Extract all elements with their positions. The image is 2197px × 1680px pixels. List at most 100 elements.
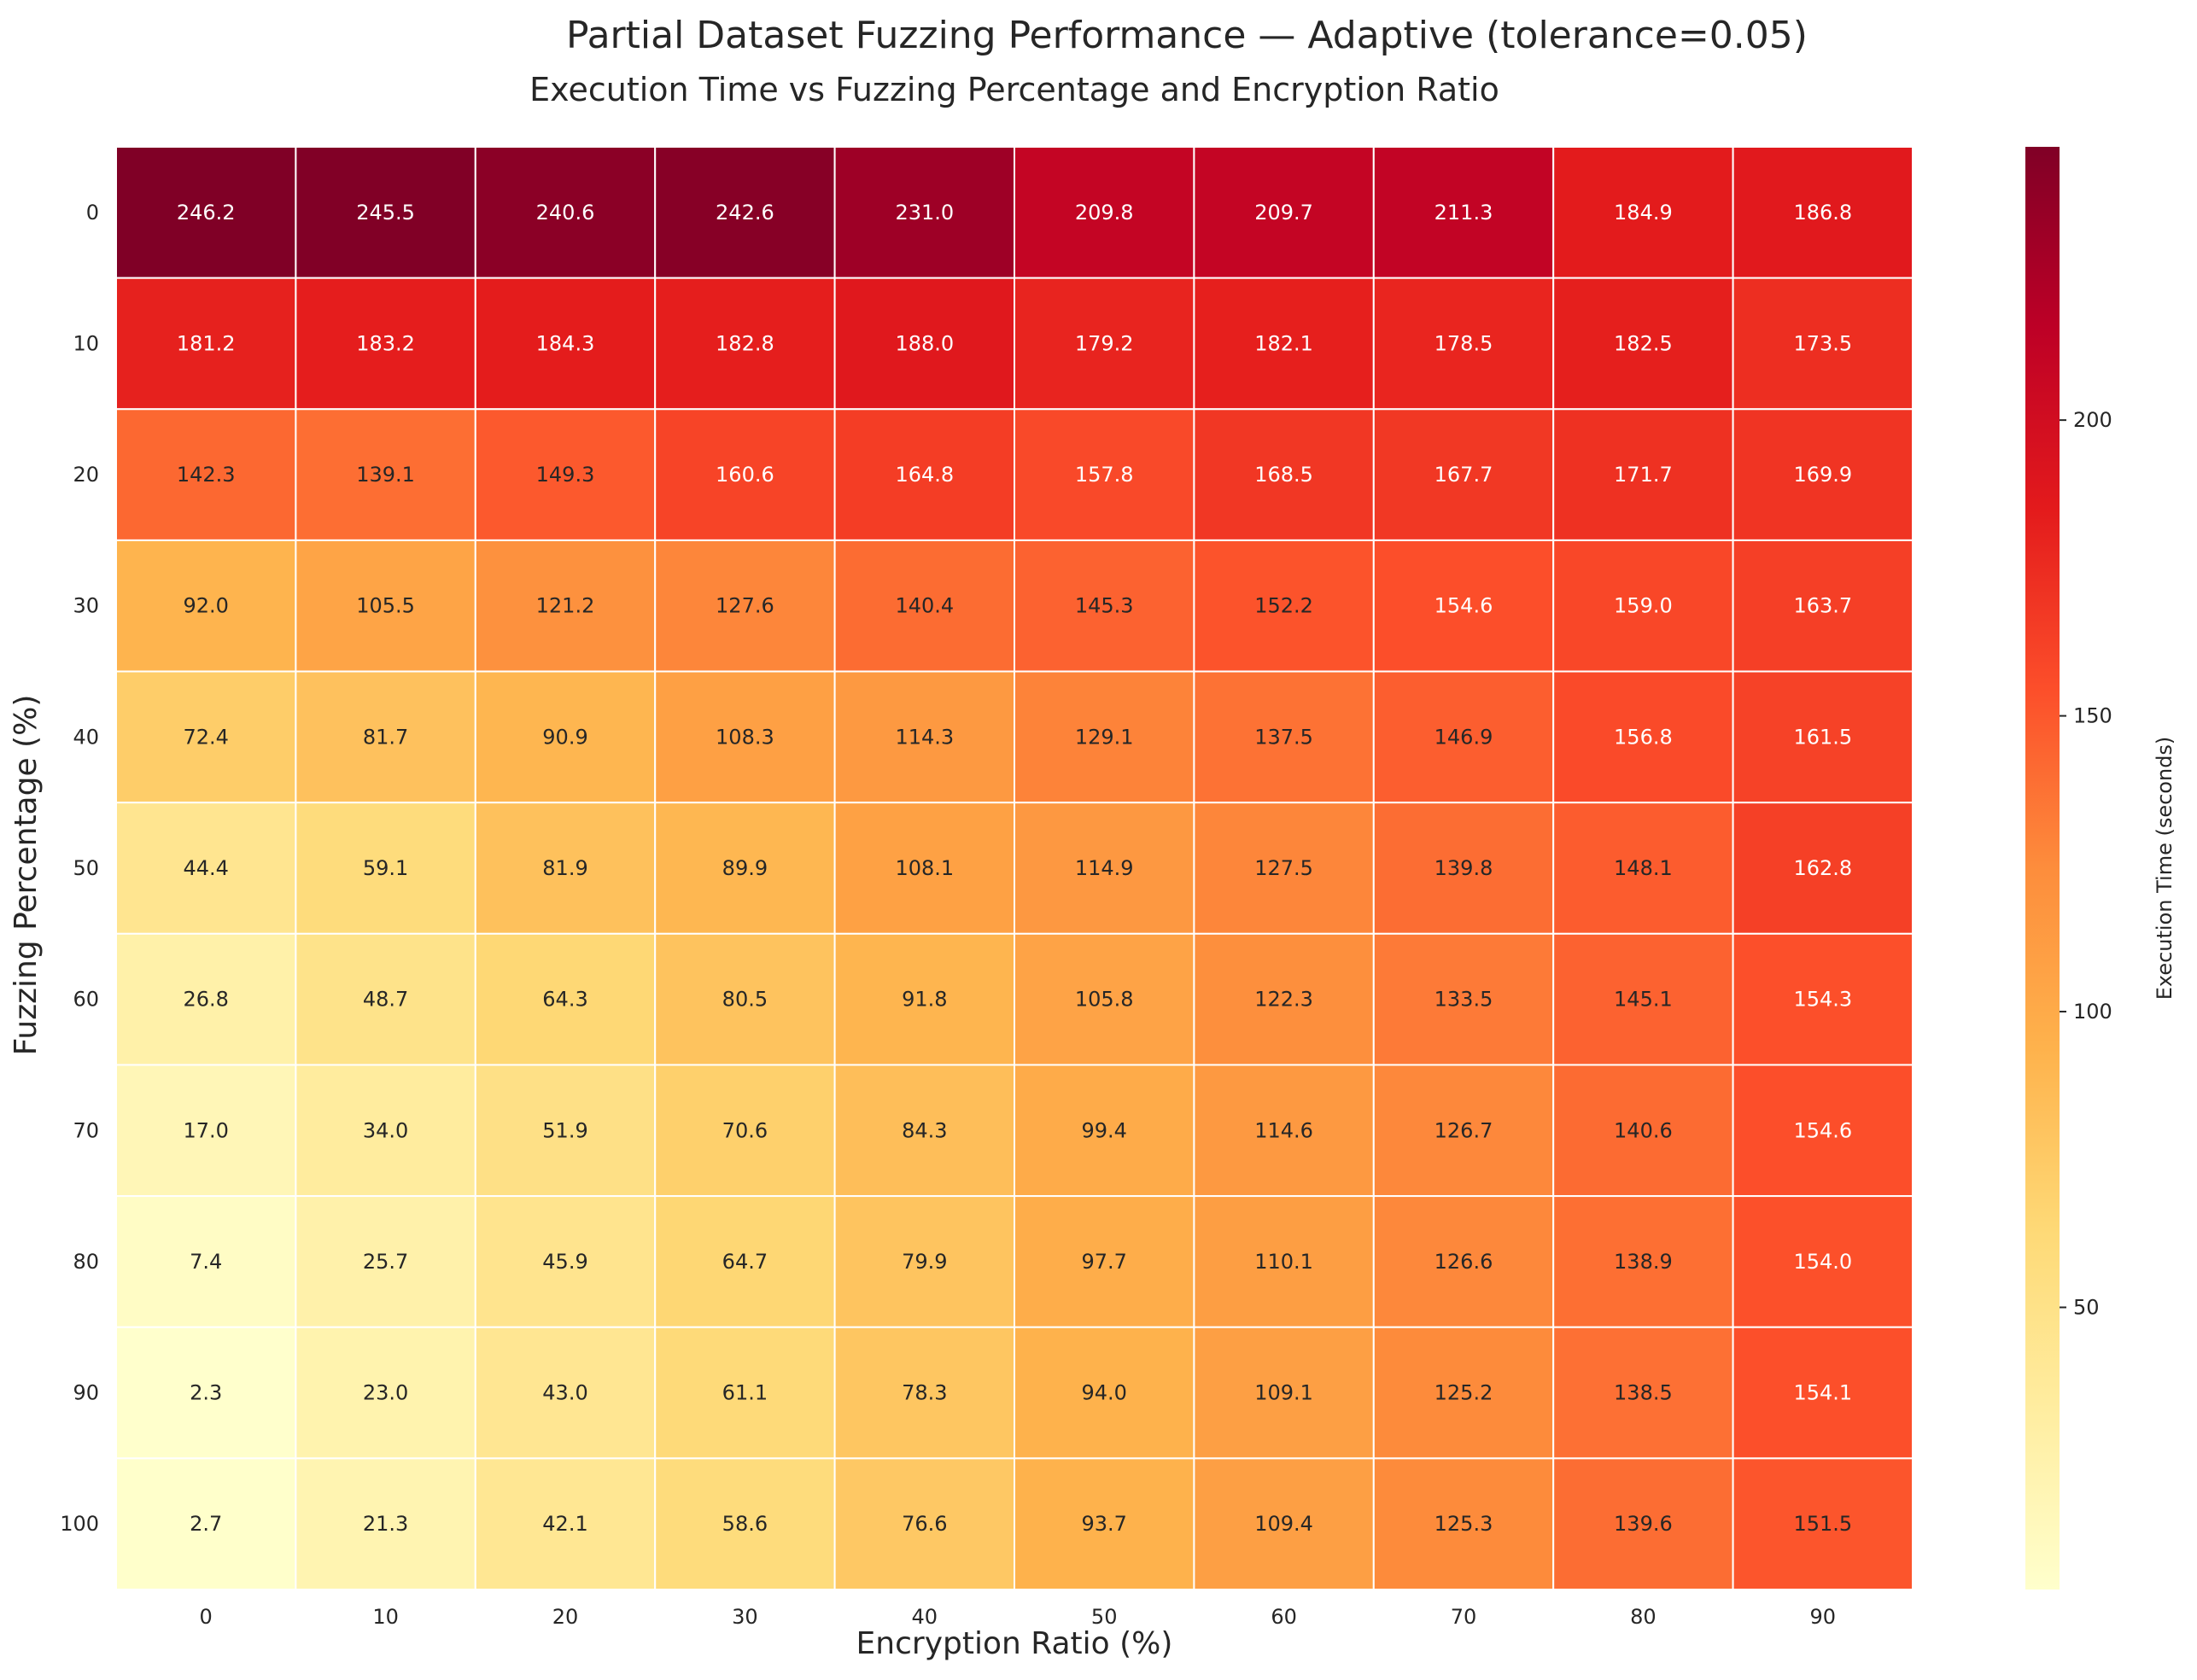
heatmap-cell — [1732, 670, 1914, 804]
heatmap-cell — [1732, 1064, 1914, 1198]
heatmap-cell-value: 178.5 — [1434, 331, 1493, 355]
heatmap-cell — [1014, 1457, 1195, 1591]
heatmap-cell — [1014, 802, 1195, 935]
heatmap-cell — [1732, 539, 1914, 673]
heatmap-cell — [474, 1195, 657, 1328]
y-tick-label: 60 — [73, 988, 99, 1012]
heatmap-cell-value: 173.5 — [1793, 331, 1852, 355]
heatmap-cell-value: 209.7 — [1254, 201, 1313, 225]
heatmap-cell-value: 121.2 — [536, 594, 595, 618]
y-tick-label: 90 — [73, 1381, 99, 1405]
heatmap-cell — [1193, 539, 1375, 673]
heatmap-cell — [1014, 146, 1195, 279]
y-tick-label: 30 — [73, 594, 99, 618]
heatmap-cell — [1193, 408, 1375, 541]
heatmap-cell-value: 44.4 — [183, 856, 228, 880]
y-tick-label: 0 — [86, 201, 99, 225]
heatmap-cell-value: 156.8 — [1614, 725, 1673, 749]
heatmap-cell-value: 154.0 — [1793, 1250, 1852, 1274]
heatmap-cell — [295, 408, 476, 541]
heatmap-cell-value: 80.5 — [722, 988, 768, 1012]
heatmap-cell-value: 149.3 — [536, 463, 595, 487]
heatmap-cell — [654, 1195, 836, 1328]
heatmap-cell — [1732, 932, 1914, 1066]
x-tick-label: 80 — [1630, 1605, 1657, 1629]
heatmap-cell — [474, 277, 657, 411]
heatmap-cell — [474, 1457, 657, 1591]
heatmap-cell-value: 184.3 — [536, 331, 595, 355]
heatmap-cell — [1193, 277, 1375, 411]
heatmap-cell-value: 181.2 — [177, 331, 236, 355]
heatmap-cell — [654, 1326, 836, 1460]
colorbar-tick-label: 200 — [2073, 408, 2112, 432]
x-tick-label: 40 — [912, 1605, 938, 1629]
heatmap-cell — [115, 408, 297, 541]
heatmap-cell — [474, 802, 657, 935]
heatmap-cell-value: 126.6 — [1434, 1250, 1493, 1274]
heatmap-cell — [295, 1064, 476, 1198]
heatmap-cell-value: 109.4 — [1254, 1512, 1313, 1536]
heatmap-cell — [1552, 1064, 1734, 1198]
heatmap-cell — [1552, 1195, 1734, 1328]
heatmap-cell-value: 64.3 — [542, 988, 587, 1012]
chart-title: Execution Time vs Fuzzing Percentage and… — [529, 71, 1499, 108]
heatmap-cell — [295, 146, 476, 279]
heatmap-cell — [654, 802, 836, 935]
heatmap-cell-value: 92.0 — [183, 594, 228, 618]
heatmap-cell-value: 25.7 — [363, 1250, 408, 1274]
heatmap-cell — [833, 1326, 1015, 1460]
heatmap-cell — [1193, 1195, 1375, 1328]
heatmap-cell-value: 242.6 — [716, 201, 774, 225]
heatmap-cell-value: 127.6 — [716, 594, 774, 618]
heatmap-cell-value: 64.7 — [722, 1250, 768, 1274]
heatmap-cell-value: 42.1 — [542, 1512, 587, 1536]
heatmap-cell-value: 133.5 — [1434, 988, 1493, 1012]
heatmap-cell — [833, 277, 1015, 411]
heatmap-cell — [1552, 539, 1734, 673]
heatmap-cell-value: 152.2 — [1254, 594, 1313, 618]
heatmap-cell-value: 126.7 — [1434, 1118, 1493, 1142]
heatmap-cell-value: 148.1 — [1614, 856, 1673, 880]
heatmap-cell-value: 171.7 — [1614, 463, 1673, 487]
heatmap-cell — [1552, 932, 1734, 1066]
heatmap-cell — [474, 670, 657, 804]
heatmap-cell-value: 231.0 — [895, 201, 954, 225]
y-tick-label: 80 — [73, 1250, 99, 1274]
x-tick-label: 50 — [1091, 1605, 1118, 1629]
heatmap-cell-value: 93.7 — [1081, 1512, 1126, 1536]
heatmap-cell-value: 139.6 — [1614, 1512, 1673, 1536]
x-tick-label: 0 — [200, 1605, 213, 1629]
heatmap-cell-value: 34.0 — [363, 1118, 408, 1142]
heatmap-cell-value: 182.5 — [1614, 331, 1673, 355]
heatmap-cell-value: 140.6 — [1614, 1118, 1673, 1142]
heatmap-cell-value: 169.9 — [1793, 463, 1852, 487]
heatmap-cell — [1732, 1326, 1914, 1460]
heatmap-cell-value: 43.0 — [542, 1381, 587, 1405]
heatmap-cell — [833, 146, 1015, 279]
heatmap-cell-value: 114.3 — [895, 725, 954, 749]
x-tick-label: 60 — [1271, 1605, 1297, 1629]
heatmap-cell-value: 2.7 — [190, 1512, 222, 1536]
y-axis-ticks: 0 10 20 30 40 50 60 70 80 90 100 — [60, 201, 99, 1536]
heatmap-cell-value: 99.4 — [1081, 1118, 1126, 1142]
heatmap-cell — [1372, 1195, 1555, 1328]
heatmap-cell-value: 142.3 — [177, 463, 236, 487]
heatmap-cell-value: 139.8 — [1434, 856, 1493, 880]
heatmap-cell-value: 51.9 — [542, 1118, 587, 1142]
heatmap-cell — [1552, 1457, 1734, 1591]
colorbar-label: Execution Time (seconds) — [2153, 737, 2177, 1000]
heatmap-cell — [833, 1457, 1015, 1591]
heatmap-cell-value: 162.8 — [1793, 856, 1852, 880]
heatmap-cell-value: 138.5 — [1614, 1381, 1673, 1405]
heatmap-cell-value: 168.5 — [1254, 463, 1313, 487]
heatmap-cell-value: 145.3 — [1075, 594, 1134, 618]
heatmap-cell-value: 154.6 — [1793, 1118, 1852, 1142]
heatmap-cell-value: 154.6 — [1434, 594, 1493, 618]
heatmap-cell-value: 94.0 — [1081, 1381, 1126, 1405]
heatmap-cells — [115, 146, 1914, 1591]
heatmap-cell — [1732, 146, 1914, 279]
heatmap-cell — [1552, 670, 1734, 804]
heatmap-cell-value: 164.8 — [895, 463, 954, 487]
heatmap-cell-value: 45.9 — [542, 1250, 587, 1274]
heatmap-cell-value: 137.5 — [1254, 725, 1313, 749]
